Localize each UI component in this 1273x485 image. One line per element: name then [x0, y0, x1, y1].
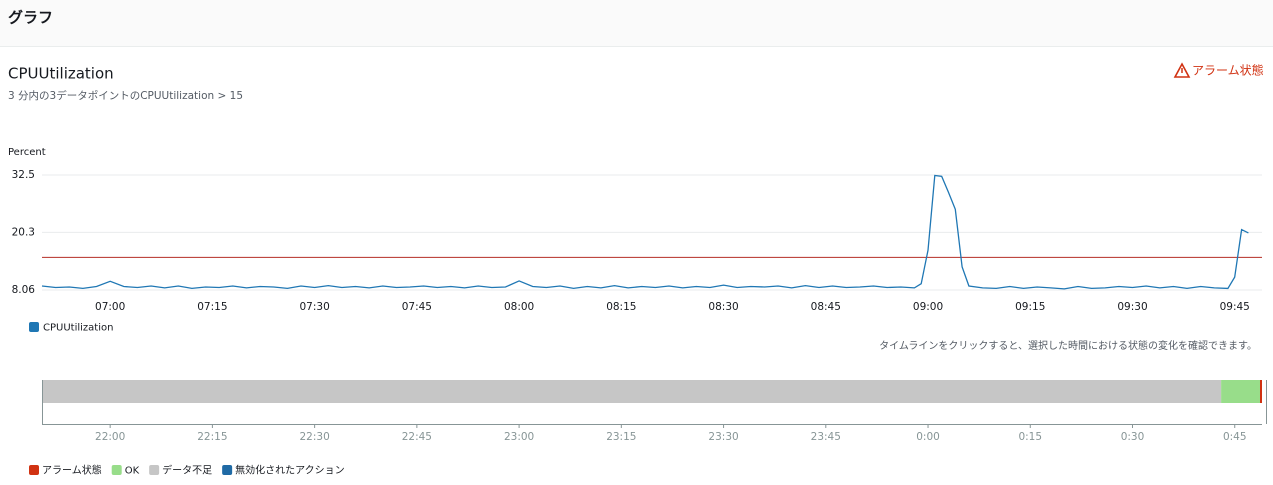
chart-title: CPUUtilization — [8, 65, 114, 83]
legend-label: アラーム状態 — [42, 464, 102, 477]
legend-swatch — [29, 322, 39, 332]
y-axis-label: Percent — [8, 147, 46, 158]
header-title: グラフ — [8, 9, 53, 27]
timeline-segment[interactable] — [42, 380, 1222, 403]
alarm-badge: アラーム状態 — [1173, 62, 1264, 78]
legend-swatch — [222, 465, 233, 475]
x-tick-label: 08:00 — [504, 301, 534, 313]
timeline-tick-label: 0:15 — [1018, 431, 1042, 443]
x-tick-label: 07:30 — [299, 301, 329, 313]
x-tick-label: 08:15 — [606, 301, 636, 313]
timeline-note: タイムラインをクリックすると、選択した時間における状態の変化を確認できます。 — [879, 339, 1257, 352]
timeline-tick-label: 22:00 — [95, 431, 125, 443]
timeline-legend-item[interactable]: アラーム状態 — [29, 464, 102, 477]
x-tick-label: 09:15 — [1015, 301, 1045, 313]
timeline-tick-label: 22:15 — [197, 431, 227, 443]
legend-label: OK — [125, 466, 140, 477]
x-tick-label: 08:30 — [708, 301, 738, 313]
chart-subtitle: 3 分内の3データポイントのCPUUtilization > 15 — [8, 89, 243, 102]
legend-label: 無効化されたアクション — [235, 464, 345, 477]
warning-icon — [1173, 62, 1191, 78]
x-tick-label: 09:30 — [1117, 301, 1147, 313]
x-tick-label: 09:45 — [1220, 301, 1250, 313]
header-bar — [0, 0, 1273, 46]
y-tick-label: 32.5 — [12, 169, 35, 181]
legend-swatch — [149, 465, 160, 475]
timeline-segment[interactable] — [1221, 380, 1262, 403]
timeline-tick-label: 23:30 — [708, 431, 738, 443]
timeline-tick-label: 22:45 — [402, 431, 432, 443]
timeline-legend-item[interactable]: データ不足 — [149, 464, 212, 477]
x-tick-label: 07:45 — [402, 301, 432, 313]
timeline-tick-label: 23:45 — [811, 431, 841, 443]
legend-swatch — [111, 465, 122, 475]
y-tick-label: 8.06 — [12, 284, 36, 296]
x-tick-label: 07:00 — [95, 301, 125, 313]
timeline-segment[interactable] — [1260, 380, 1262, 403]
x-tick-label: 09:00 — [913, 301, 943, 313]
timeline-tick-label: 0:45 — [1223, 431, 1247, 443]
timeline-tick-label: 23:00 — [504, 431, 534, 443]
legend-label: データ不足 — [162, 464, 212, 477]
timeline-legend-item[interactable]: OK — [111, 465, 140, 477]
x-tick-label: 07:15 — [197, 301, 227, 313]
legend-label: CPUUtilization — [43, 323, 113, 334]
x-tick-label: 08:45 — [811, 301, 841, 313]
y-tick-label: 20.3 — [12, 226, 35, 238]
timeline-tick-label: 23:15 — [606, 431, 636, 443]
alarm-state-text: アラーム状態 — [1192, 63, 1264, 78]
timeline-legend-item[interactable]: 無効化されたアクション — [222, 464, 345, 477]
timeline-tick-label: 22:30 — [299, 431, 329, 443]
timeline-tick-label: 0:30 — [1121, 431, 1145, 443]
legend-swatch — [29, 465, 39, 475]
legend-item[interactable]: CPUUtilization — [29, 322, 113, 334]
timeline-tick-label: 0:00 — [916, 431, 940, 443]
data-line — [41, 174, 1249, 290]
